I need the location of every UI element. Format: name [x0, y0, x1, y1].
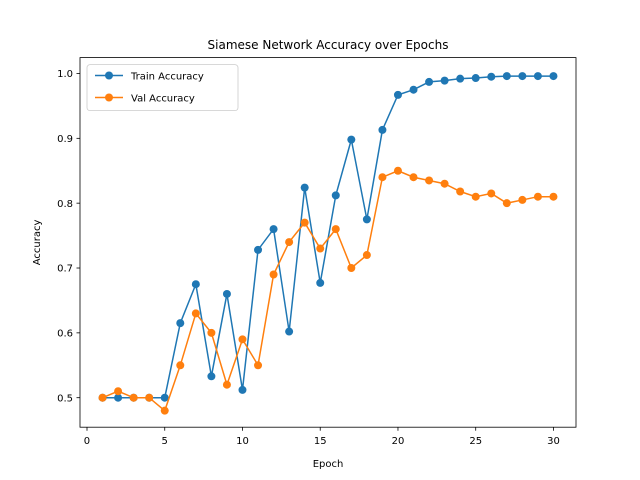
data-point	[362, 215, 371, 224]
y-tick-label: 1.0	[57, 69, 73, 80]
data-point	[456, 74, 465, 83]
data-point	[425, 176, 434, 185]
y-tick-label: 0.7	[57, 264, 73, 275]
data-point	[207, 372, 216, 381]
data-point	[549, 192, 558, 201]
data-point	[487, 189, 496, 198]
data-point	[378, 173, 387, 182]
y-axis-label: Accuracy	[32, 219, 43, 265]
x-tick-label: 30	[547, 436, 560, 447]
data-point	[502, 199, 511, 208]
data-point	[393, 166, 402, 175]
x-tick-label: 25	[469, 436, 482, 447]
legend-label-train: Train Accuracy	[130, 72, 204, 83]
legend-marker-val	[105, 93, 113, 102]
data-point	[362, 251, 371, 260]
data-point	[114, 387, 123, 396]
y-tick-label: 0.5	[57, 393, 73, 404]
data-point	[160, 393, 169, 402]
data-point	[518, 195, 527, 204]
data-point	[502, 72, 511, 81]
data-point	[316, 244, 325, 253]
data-point	[191, 309, 200, 318]
data-point	[98, 393, 107, 402]
legend: Train Accuracy Val Accuracy	[86, 64, 239, 111]
data-point	[176, 319, 185, 328]
data-point	[378, 125, 387, 134]
data-point	[238, 385, 247, 394]
data-point	[176, 361, 185, 370]
x-tick-label: 10	[236, 436, 249, 447]
data-point	[129, 393, 138, 402]
y-tick-label: 0.9	[57, 134, 73, 145]
data-point	[409, 173, 418, 182]
plot-area	[79, 57, 577, 428]
data-point	[316, 278, 325, 287]
data-point	[409, 85, 418, 94]
data-point	[254, 245, 263, 254]
legend-label-val: Val Accuracy	[131, 94, 195, 105]
data-point	[285, 238, 294, 247]
x-tick-label: 0	[84, 436, 90, 447]
data-point	[533, 72, 542, 81]
data-point	[533, 192, 542, 201]
data-point	[222, 289, 231, 298]
data-point	[471, 192, 480, 201]
data-point	[269, 270, 278, 279]
data-point	[300, 218, 309, 227]
x-axis-label: Epoch	[313, 459, 344, 470]
legend-box	[86, 64, 239, 111]
data-point	[145, 393, 154, 402]
data-point	[425, 77, 434, 86]
data-point	[300, 183, 309, 192]
data-point	[393, 90, 402, 99]
plot-frame	[79, 57, 577, 428]
data-point	[471, 74, 480, 83]
series-layer	[98, 72, 558, 415]
data-point	[331, 225, 340, 234]
data-point	[222, 380, 231, 389]
data-point	[269, 225, 278, 234]
x-tick-label: 20	[392, 436, 405, 447]
legend-marker-train	[105, 71, 113, 80]
data-point	[285, 327, 294, 336]
data-point	[254, 361, 263, 370]
data-point	[191, 280, 200, 289]
y-tick-label: 0.8	[57, 199, 73, 210]
data-point	[331, 191, 340, 200]
data-point	[207, 328, 216, 337]
data-point	[456, 187, 465, 196]
data-point	[114, 393, 123, 402]
x-axis-ticks: 0 5 10 15 20 25 30	[84, 427, 560, 447]
data-point	[518, 72, 527, 81]
x-tick-label: 15	[314, 436, 327, 447]
chart-title: Siamese Network Accuracy over Epochs	[208, 38, 449, 52]
x-tick-label: 5	[162, 436, 168, 447]
y-axis-ticks: 0.5 0.6 0.7 0.8 0.9 1.0	[57, 69, 80, 404]
series-1	[98, 166, 558, 415]
data-point	[238, 335, 247, 344]
data-point	[440, 76, 449, 85]
data-point	[440, 179, 449, 188]
data-point	[487, 72, 496, 81]
data-point	[549, 72, 558, 81]
data-point	[160, 406, 169, 415]
data-point	[347, 264, 356, 273]
data-point	[347, 135, 356, 144]
y-tick-label: 0.6	[57, 328, 73, 339]
